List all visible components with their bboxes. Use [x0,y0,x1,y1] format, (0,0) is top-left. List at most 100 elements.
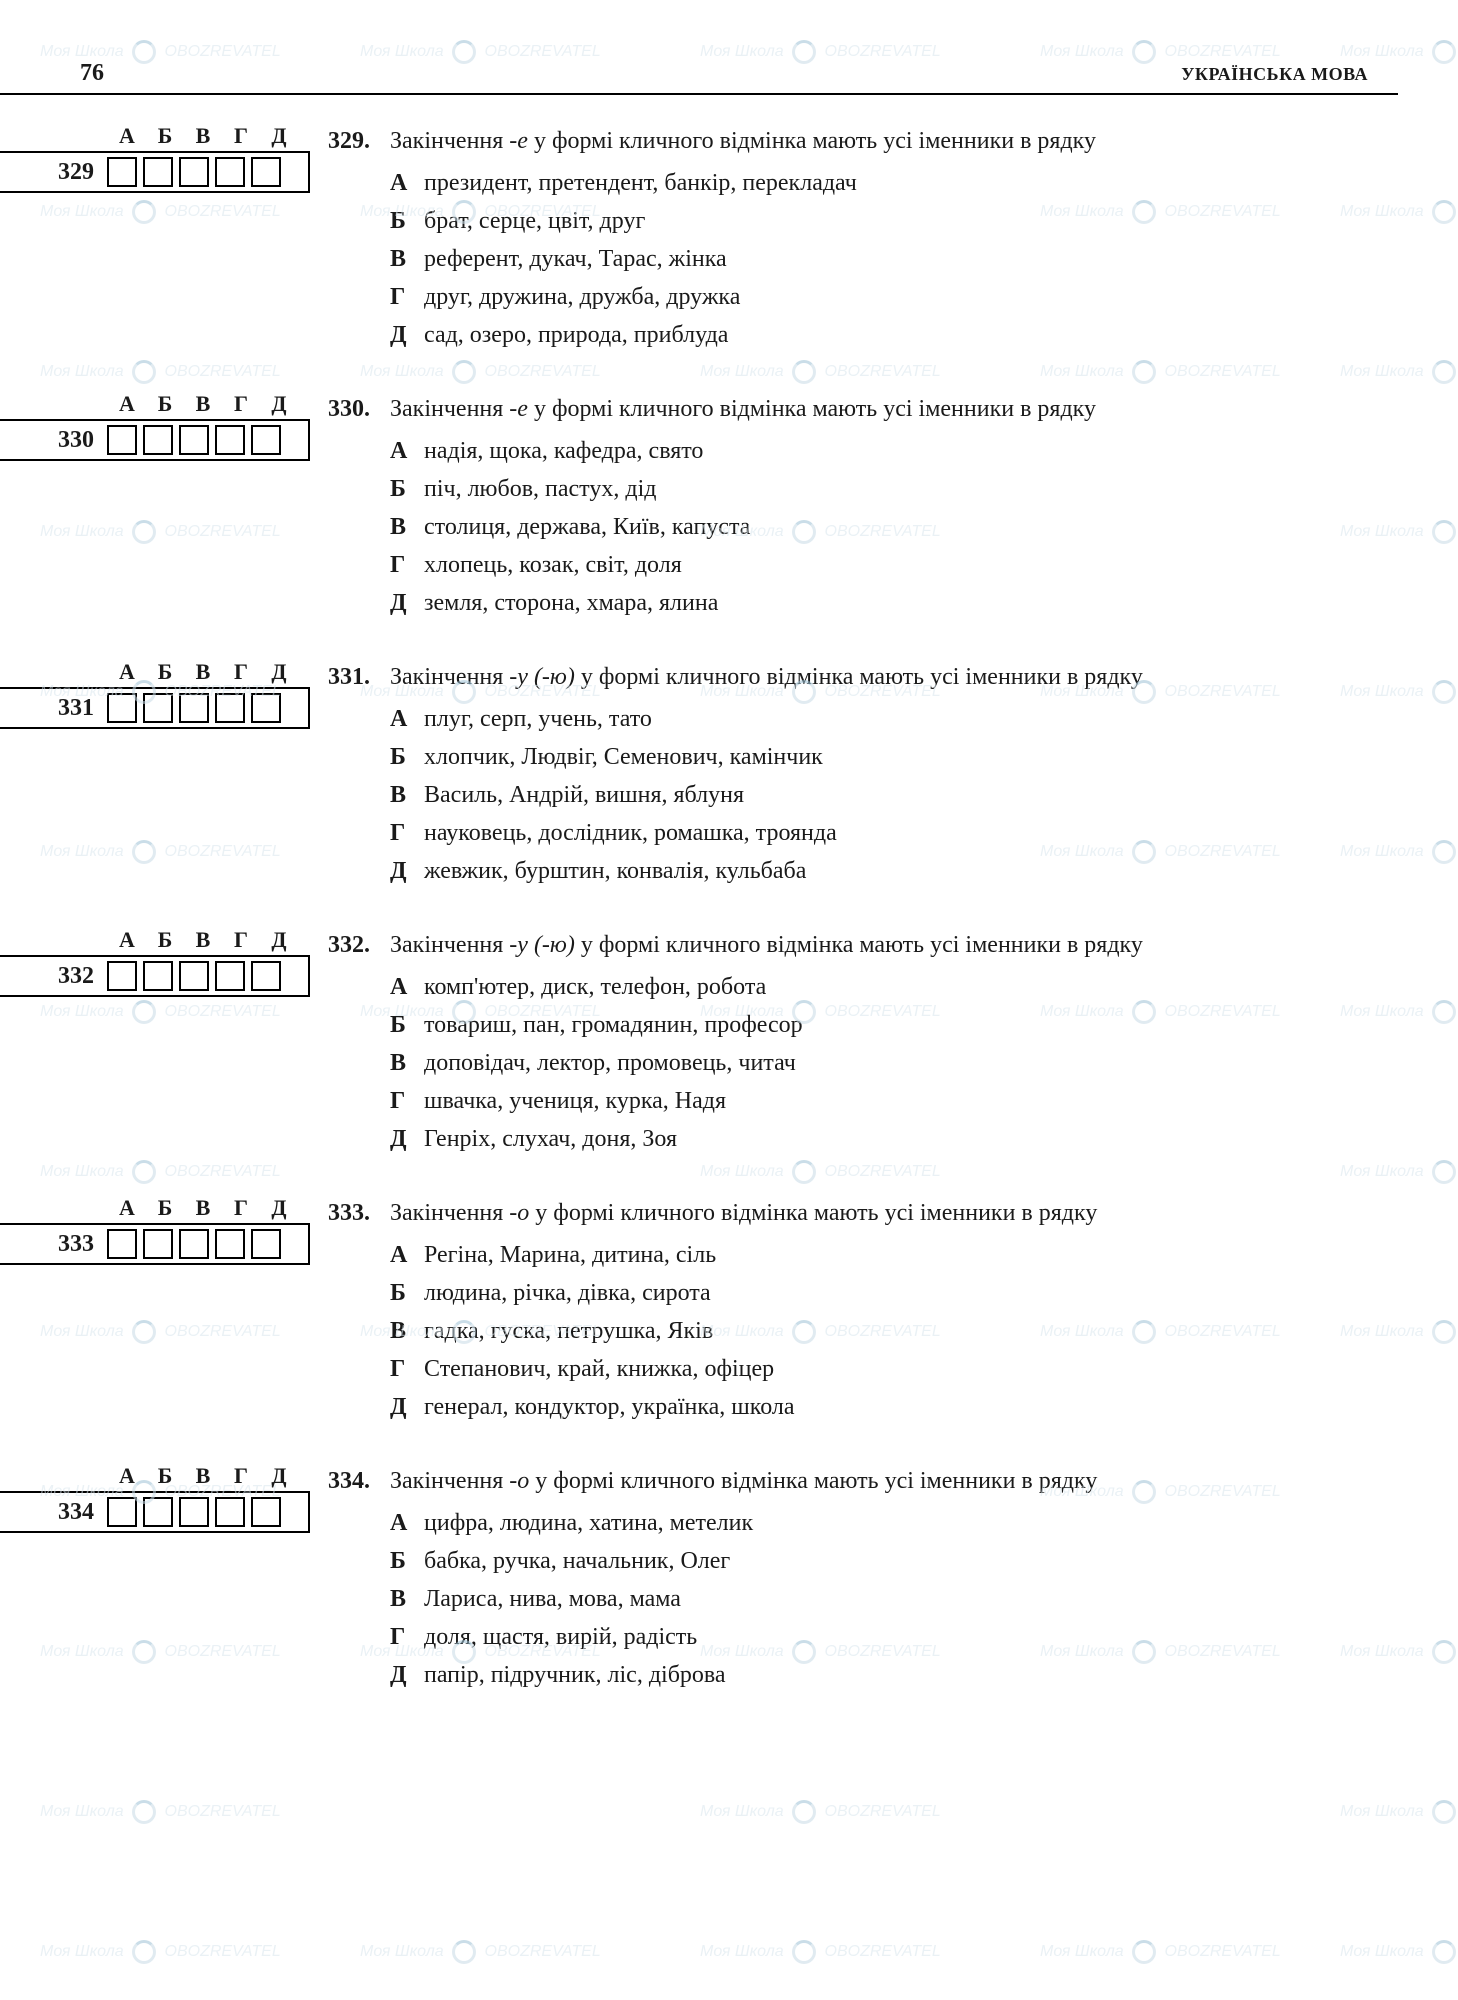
watermark: Моя Школа OBOZREVATEL [700,1940,941,1964]
option-row: Встолиця, держава, Київ, капуста [390,509,1398,545]
answer-checkbox[interactable] [143,961,173,991]
option-letter: Г [390,815,424,851]
option-row: Вгадка, гуска, петрушка, Яків [390,1313,1398,1349]
answer-checkbox[interactable] [107,425,137,455]
question-stem: 332.Закінчення -у (-ю) у формі кличного … [328,927,1398,963]
option-letter: Г [390,279,424,315]
subject-title: УКРАЇНСЬКА МОВА [1181,64,1368,85]
answer-letter: Б [146,659,184,685]
answer-checkbox[interactable] [251,1229,281,1259]
options-list: Ацифра, людина, хатина, метеликБбабка, р… [390,1505,1398,1693]
watermark: Моя Школа OBOZREVATEL [1340,1800,1458,1824]
answer-checkbox[interactable] [107,693,137,723]
option-text: бабка, ручка, начальник, Олег [424,1543,1398,1579]
option-letter: В [390,241,424,277]
option-row: Аплуг, серп, учень, тато [390,701,1398,737]
answer-letter: Г [222,1195,260,1221]
stem-text: Закінчення [390,932,509,958]
option-text: швачка, учениця, курка, Надя [424,1083,1398,1119]
answer-letters-row: АБВГД [108,123,310,149]
answer-checkbox[interactable] [179,693,209,723]
option-text: столиця, держава, Київ, капуста [424,509,1398,545]
answer-letters-row: АБВГД [108,1195,310,1221]
answer-checkbox[interactable] [251,157,281,187]
option-letter: Г [390,1083,424,1119]
option-row: Бпіч, любов, пастух, дід [390,471,1398,507]
stem-italic: -у (-ю) [509,664,575,690]
answer-letter: Д [260,123,298,149]
option-letter: Д [390,317,424,353]
answer-checkbox[interactable] [251,693,281,723]
answer-checkbox[interactable] [215,425,245,455]
question-number: 333. [328,1195,390,1231]
option-letter: Д [390,585,424,621]
answer-checkbox[interactable] [143,157,173,187]
answer-checkbox[interactable] [251,1497,281,1527]
option-letter: А [390,165,424,201]
options-list: АРегіна, Марина, дитина, сільБлюдина, рі… [390,1237,1398,1425]
options-list: Анадія, щока, кафедра, святоБпіч, любов,… [390,433,1398,621]
stem-text: у формі кличного відмінка мають усі імен… [529,1200,1097,1226]
answer-checkbox[interactable] [143,425,173,455]
answer-checkbox[interactable] [215,961,245,991]
option-row: Гхлопець, козак, світ, доля [390,547,1398,583]
answer-checkbox[interactable] [251,961,281,991]
answer-row-number: 333 [0,1231,104,1258]
answer-block: АБВГД333 [0,1195,310,1265]
option-letter: Г [390,1351,424,1387]
option-row: Дгенерал, кондуктор, українка, школа [390,1389,1398,1425]
answer-block: АБВГД330 [0,391,310,461]
option-row: Бхлопчик, Людвіг, Семенович, камінчик [390,739,1398,775]
option-text: доля, щастя, вирій, радість [424,1619,1398,1655]
answer-row-number: 331 [0,695,104,722]
option-text: брат, серце, цвіт, друг [424,203,1398,239]
answer-checkbox[interactable] [107,961,137,991]
answer-checkbox[interactable] [143,1229,173,1259]
answer-checkbox[interactable] [179,1229,209,1259]
answer-checkbox[interactable] [107,157,137,187]
answer-checkbox[interactable] [215,693,245,723]
option-row: Дпапір, підручник, ліс, діброва [390,1657,1398,1693]
option-row: Вреферент, дукач, Тарас, жінка [390,241,1398,277]
stem-text: Закінчення [390,1468,509,1494]
answer-checkbox[interactable] [215,1229,245,1259]
answer-checkbox[interactable] [215,1497,245,1527]
option-letter: В [390,1581,424,1617]
answer-block: АБВГД332 [0,927,310,997]
option-letter: Б [390,1007,424,1043]
answer-letters-row: АБВГД [108,927,310,953]
option-text: Генріх, слухач, доня, Зоя [424,1121,1398,1157]
answer-checkbox[interactable] [179,961,209,991]
stem-italic: -у (-ю) [509,932,575,958]
question-number: 332. [328,927,390,963]
question-block: 334.Закінчення -о у формі кличного відмі… [310,1463,1398,1695]
option-text: папір, підручник, ліс, діброва [424,1657,1398,1693]
answer-checkbox[interactable] [215,157,245,187]
answer-letters-row: АБВГД [108,391,310,417]
answer-checkbox[interactable] [179,425,209,455]
answer-letter: В [184,123,222,149]
answer-checkbox[interactable] [143,1497,173,1527]
answer-checkbox[interactable] [251,425,281,455]
answer-checkbox[interactable] [179,1497,209,1527]
answer-block: АБВГД329 [0,123,310,193]
option-letter: Б [390,471,424,507]
stem-italic: -о [509,1468,529,1494]
answer-box-row: 330 [0,419,310,461]
stem-text: у формі кличного відмінка мають усі імен… [528,128,1096,154]
option-row: Ацифра, людина, хатина, метелик [390,1505,1398,1541]
question-number: 330. [328,391,390,427]
options-list: Акомп'ютер, диск, телефон, роботаБтовари… [390,969,1398,1157]
question-block: 332.Закінчення -у (-ю) у формі кличного … [310,927,1398,1159]
answer-row-number: 334 [0,1499,104,1526]
option-row: Дземля, сторона, хмара, ялина [390,585,1398,621]
stem-text: у формі кличного відмінка мають усі імен… [528,396,1096,422]
answer-row-number: 330 [0,427,104,454]
answer-letter: В [184,391,222,417]
answer-checkbox[interactable] [107,1497,137,1527]
answer-checkbox[interactable] [107,1229,137,1259]
option-row: Гдоля, щастя, вирій, радість [390,1619,1398,1655]
option-row: Ббабка, ручка, начальник, Олег [390,1543,1398,1579]
answer-checkbox[interactable] [143,693,173,723]
answer-checkbox[interactable] [179,157,209,187]
